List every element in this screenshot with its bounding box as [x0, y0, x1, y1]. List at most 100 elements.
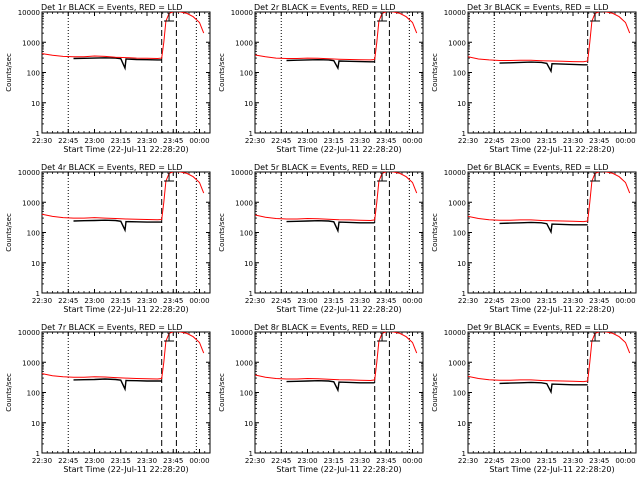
x-axis-label: Start Time (22-Jul-11 22:28:20): [63, 465, 188, 474]
x-tick-label: 23:30: [137, 457, 157, 465]
y-tick-label: 1000: [22, 199, 40, 207]
panel-det-5r: Det 5r BLACK = Events, RED = LLD 1 10 100 10…: [218, 163, 424, 314]
plot-frame: [467, 171, 637, 294]
y-tick-label: 1000: [235, 39, 253, 47]
x-tick-label: 22:45: [484, 137, 504, 145]
plot-area: [468, 12, 631, 133]
y-axis-label: Counts/sec: [218, 53, 226, 92]
lld-series-line: [42, 332, 205, 380]
x-tick-label: 23:30: [563, 137, 583, 145]
panel-det-2r: Det 2r BLACK = Events, RED = LLD 1 10 100 10…: [218, 3, 424, 154]
y-tick-label: 100: [453, 70, 466, 78]
y-tick-label: 10000: [18, 9, 40, 17]
plot-area: [255, 172, 418, 293]
events-series-line: [499, 61, 588, 74]
plot-area: [255, 332, 418, 453]
panel-title: Det 5r BLACK = Events, RED = LLD: [254, 163, 396, 172]
y-tick-label: 10000: [18, 169, 40, 177]
y-tick-label: 1: [249, 290, 253, 298]
x-tick-label: 22:45: [484, 297, 504, 305]
x-tick-label: 00:00: [402, 137, 422, 145]
y-tick-label: 1: [462, 290, 466, 298]
x-tick-label: 00:00: [615, 297, 635, 305]
plot-frame: [41, 11, 211, 134]
x-tick-label: 23:45: [589, 457, 609, 465]
y-tick-label: 100: [453, 230, 466, 238]
y-tick-label: 10000: [444, 9, 466, 17]
y-axis-label: Counts/sec: [431, 373, 439, 412]
x-tick-label: 22:45: [484, 457, 504, 465]
panel-title: Det 9r BLACK = Events, RED = LLD: [467, 323, 609, 332]
x-tick-label: 00:00: [402, 457, 422, 465]
panel-title: Det 6r BLACK = Events, RED = LLD: [467, 163, 609, 172]
y-tick-label: 1: [36, 130, 40, 138]
lld-series-line: [255, 172, 418, 222]
x-tick-label: 23:00: [84, 457, 104, 465]
y-tick-label: 100: [240, 230, 253, 238]
lld-series-line: [468, 12, 631, 63]
x-tick-label: 23:30: [137, 297, 157, 305]
x-axis-label: Start Time (22-Jul-11 22:28:20): [63, 305, 188, 314]
y-axis-label: Counts/sec: [218, 373, 226, 412]
y-tick-label: 1: [462, 450, 466, 458]
x-tick-label: 23:30: [350, 297, 370, 305]
x-tick-label: 22:30: [245, 297, 265, 305]
x-tick-label: 23:45: [163, 457, 183, 465]
x-tick-label: 23:00: [297, 297, 317, 305]
x-tick-label: 22:45: [58, 457, 78, 465]
y-tick-label: 10000: [18, 329, 40, 337]
y-tick-label: 10000: [444, 329, 466, 337]
x-tick-label: 00:00: [189, 297, 209, 305]
y-tick-label: 10: [457, 260, 466, 268]
x-axis-label: Start Time (22-Jul-11 22:28:20): [276, 465, 401, 474]
y-tick-label: 10000: [231, 329, 253, 337]
plot-frame: [254, 171, 424, 294]
x-tick-label: 00:00: [402, 297, 422, 305]
y-tick-label: 100: [27, 230, 40, 238]
y-tick-label: 1: [36, 450, 40, 458]
x-axis-label: Start Time (22-Jul-11 22:28:20): [276, 145, 401, 154]
x-tick-label: 23:30: [350, 457, 370, 465]
plot-frame: [41, 171, 211, 294]
plot-area: [42, 12, 205, 133]
x-axis-label: Start Time (22-Jul-11 22:28:20): [489, 145, 614, 154]
y-tick-label: 1000: [448, 39, 466, 47]
panel-det-8r: Det 8r BLACK = Events, RED = LLD 1 10 100 10…: [218, 323, 424, 474]
panel-det-6r: Det 6r BLACK = Events, RED = LLD 1 10 100 10…: [431, 163, 637, 314]
events-series-line: [73, 219, 162, 233]
panel-title: Det 7r BLACK = Events, RED = LLD: [41, 323, 183, 332]
panel-title: Det 4r BLACK = Events, RED = LLD: [41, 163, 183, 172]
x-tick-label: 23:15: [111, 137, 131, 145]
x-tick-label: 23:15: [324, 137, 344, 145]
y-tick-label: 10: [244, 260, 253, 268]
x-tick-label: 23:00: [510, 457, 530, 465]
y-axis-label: Counts/sec: [5, 53, 13, 92]
x-tick-label: 22:45: [271, 137, 291, 145]
events-series-line: [286, 58, 375, 71]
y-tick-label: 100: [240, 390, 253, 398]
x-tick-label: 23:15: [111, 297, 131, 305]
x-axis-label: Start Time (22-Jul-11 22:28:20): [63, 145, 188, 154]
y-tick-label: 10: [244, 100, 253, 108]
events-series-line: [499, 381, 588, 395]
x-tick-label: 22:45: [271, 297, 291, 305]
panel-title: Det 3r BLACK = Events, RED = LLD: [467, 3, 609, 12]
x-tick-label: 23:30: [563, 297, 583, 305]
plot-area: [468, 332, 631, 453]
x-tick-label: 23:45: [163, 297, 183, 305]
y-axis-label: Counts/sec: [218, 213, 226, 252]
y-tick-label: 100: [27, 390, 40, 398]
y-tick-label: 100: [453, 390, 466, 398]
y-axis-label: Counts/sec: [5, 213, 13, 252]
x-tick-label: 22:30: [32, 457, 52, 465]
x-tick-label: 23:15: [537, 457, 557, 465]
x-tick-label: 22:30: [32, 297, 52, 305]
y-tick-label: 10: [244, 420, 253, 428]
x-tick-label: 23:45: [376, 457, 396, 465]
y-tick-label: 1000: [22, 39, 40, 47]
events-series-line: [73, 378, 162, 392]
panel-det-9r: Det 9r BLACK = Events, RED = LLD 1 10 100 10…: [431, 323, 637, 474]
y-tick-label: 10000: [231, 169, 253, 177]
x-tick-label: 22:30: [32, 137, 52, 145]
